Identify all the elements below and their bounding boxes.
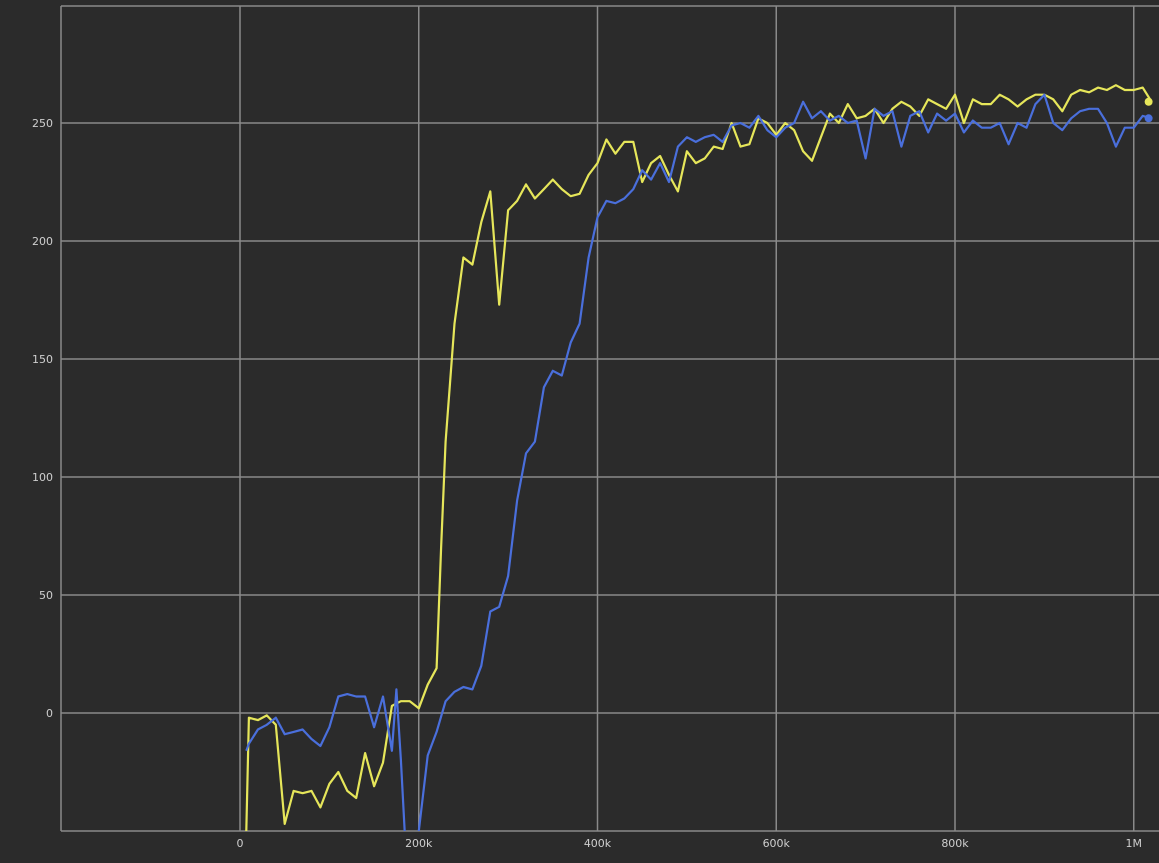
x-tick-label: 400k — [584, 837, 612, 850]
x-tick-label: 800k — [941, 837, 969, 850]
y-tick-label: 100 — [32, 471, 53, 484]
x-tick-label: 200k — [405, 837, 433, 850]
series-lines — [245, 84, 1153, 831]
grid — [61, 6, 1159, 831]
series-end-point-1 — [1144, 114, 1153, 123]
series-line-0 — [245, 84, 1153, 831]
x-tick-label: 600k — [763, 837, 791, 850]
y-tick-label: 150 — [32, 353, 53, 366]
x-tick-label: 1M — [1126, 837, 1143, 850]
y-tick-label: 0 — [46, 707, 53, 720]
series-end-point-0 — [1144, 97, 1153, 106]
y-tick-label: 200 — [32, 235, 53, 248]
tick-labels: 0 200k 400k 600k 800k 1M 0 50 100 150 200 250 — [32, 117, 1142, 850]
y-tick-label: 50 — [39, 589, 53, 602]
series-line-1 — [245, 93, 1152, 831]
axes — [60, 5, 1159, 832]
x-tick-label: 0 — [237, 837, 244, 850]
y-tick-label: 250 — [32, 117, 53, 130]
